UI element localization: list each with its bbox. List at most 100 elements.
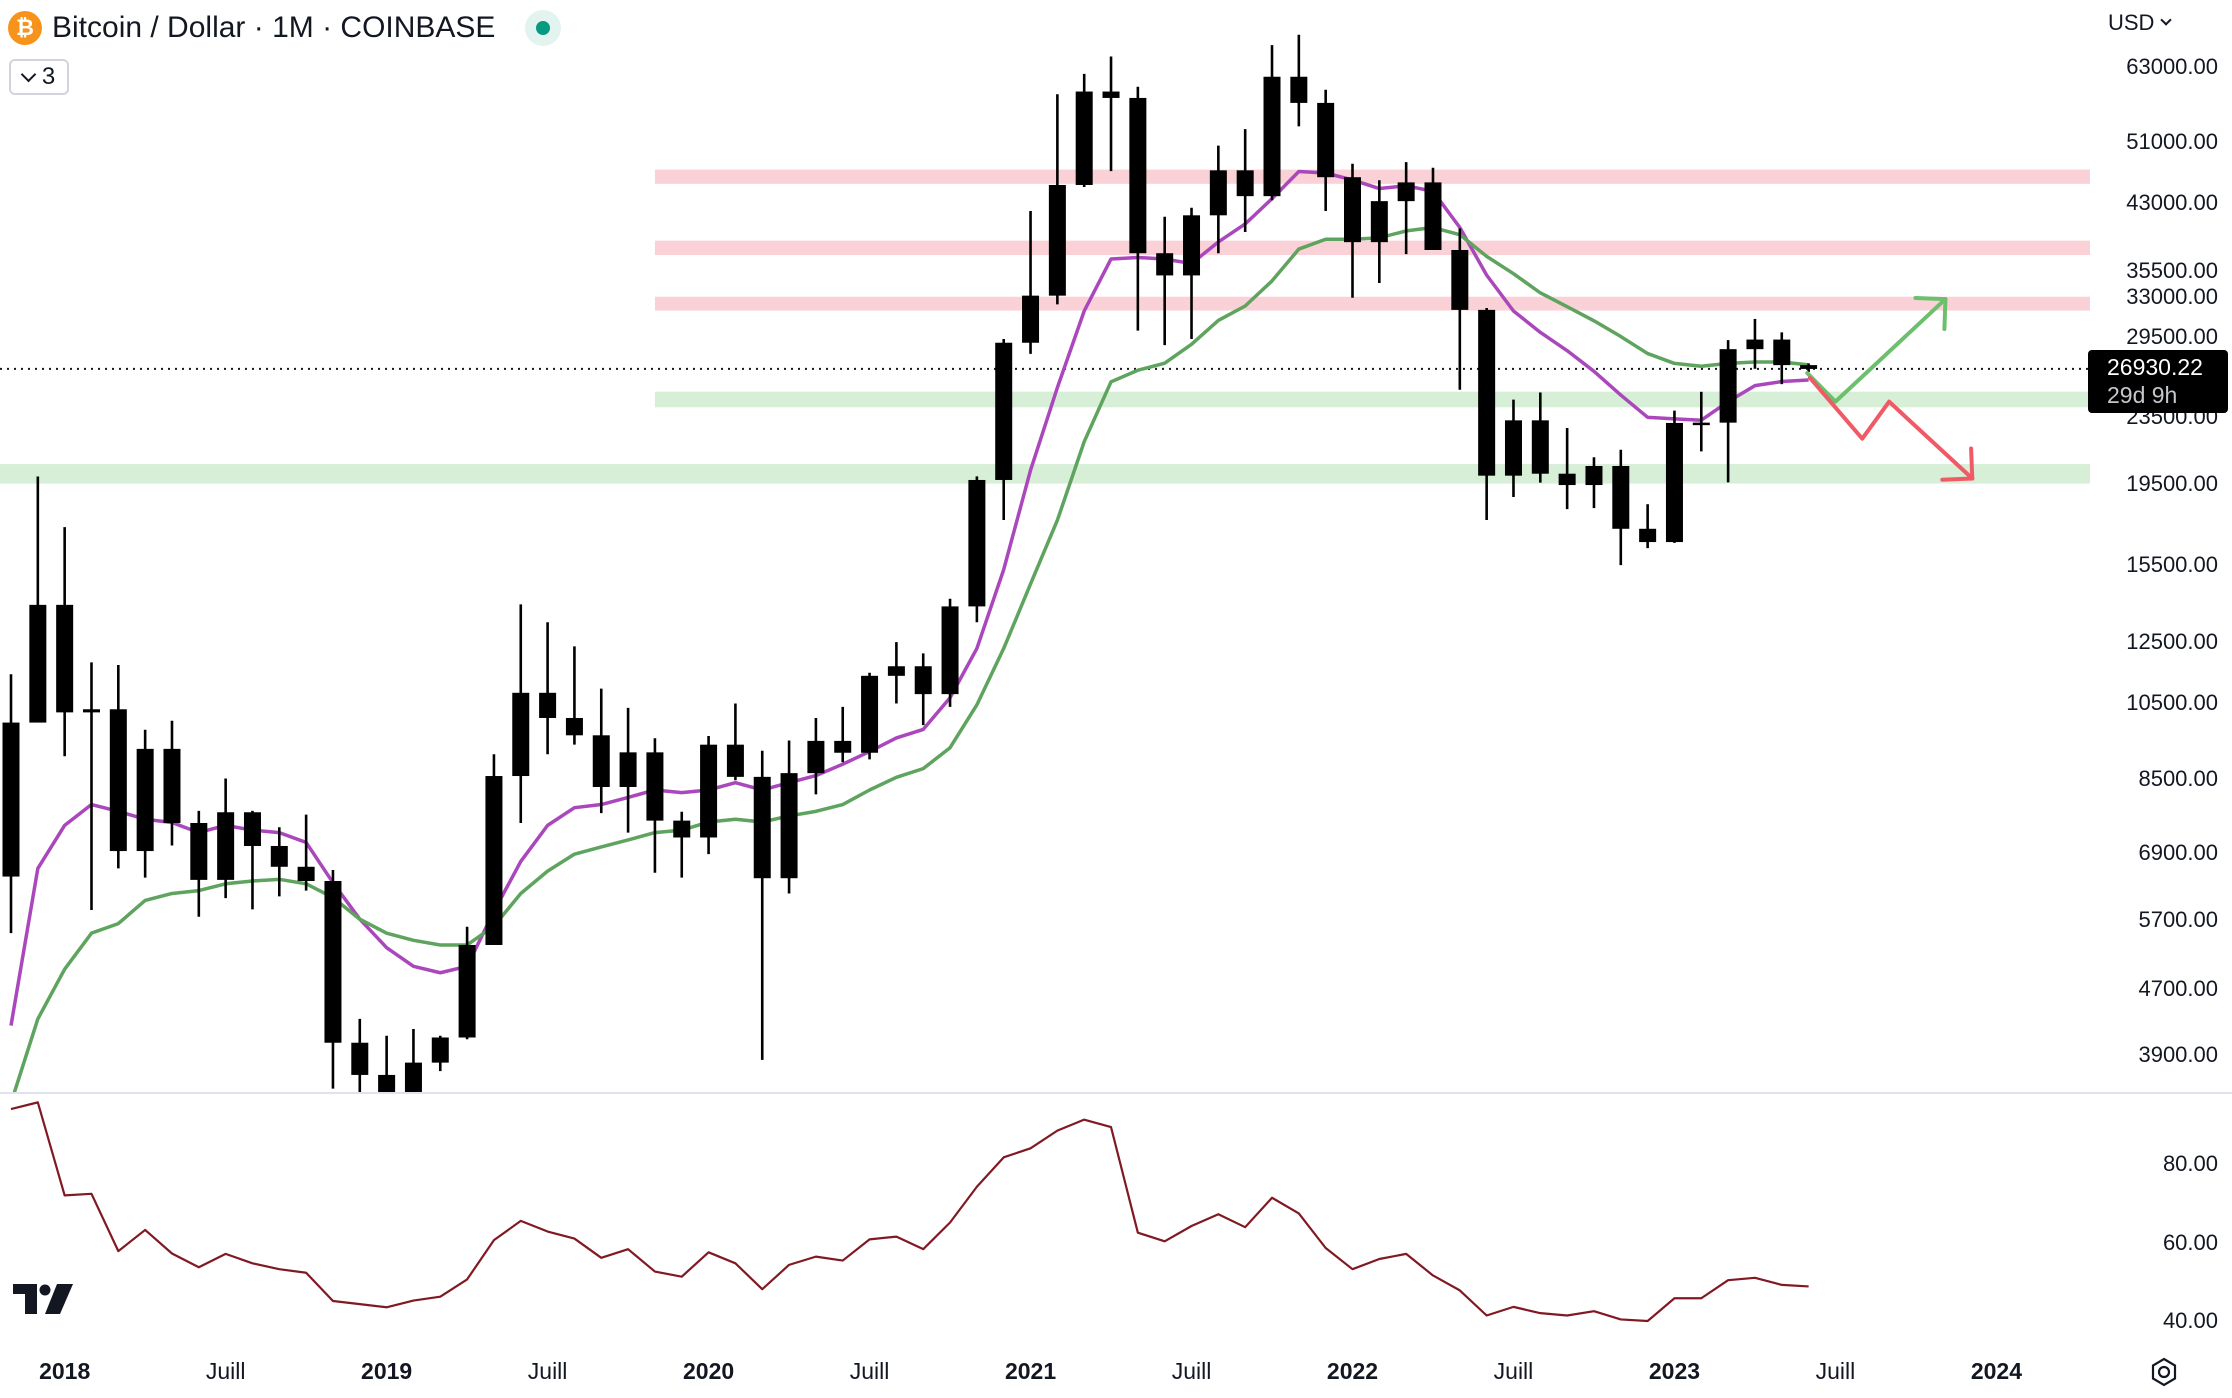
candle-body	[941, 606, 959, 695]
candle	[1344, 163, 1361, 298]
candle-body	[1451, 249, 1469, 310]
resistance-zone	[654, 169, 2090, 184]
rsi-axis-label: 40.00	[2162, 1308, 2218, 1333]
bull-arrowhead	[1942, 297, 1948, 332]
price-axis-label: 33000.00	[2126, 283, 2218, 309]
candle-body	[1183, 215, 1201, 276]
candle-body	[1719, 349, 1737, 423]
candle-body	[1773, 339, 1791, 366]
candle	[1236, 129, 1254, 232]
candle	[1531, 392, 1549, 483]
candle	[1746, 318, 1764, 369]
candle	[1478, 307, 1496, 521]
time-axis-label: 2023	[1648, 1358, 1701, 1384]
candle-body	[1236, 170, 1254, 197]
candle-body	[1075, 91, 1093, 185]
candle	[190, 810, 208, 917]
candle	[1102, 56, 1120, 172]
current-price-label: 26930.22 29d 9h	[2088, 350, 2228, 413]
candle-body	[780, 773, 798, 879]
support-zone	[0, 464, 2090, 484]
candle-body	[324, 880, 342, 1043]
candle	[217, 778, 235, 899]
time-axis-label: 2022	[1326, 1358, 1379, 1384]
market-open-dot-icon[interactable]	[525, 10, 562, 46]
candle-body	[1612, 465, 1630, 529]
candle	[163, 720, 181, 846]
time-axis-label: Juill	[527, 1358, 568, 1384]
bull-projection-arrow	[1805, 297, 1948, 404]
candle-body	[190, 822, 208, 880]
candle	[1558, 428, 1576, 510]
price-axis-label: 3900.00	[2138, 1042, 2218, 1068]
price-axis-label: 43000.00	[2126, 189, 2218, 215]
candle	[109, 665, 127, 869]
projection-arrows-layer	[1805, 296, 1975, 482]
candle-body	[163, 748, 181, 823]
candle-body	[1344, 177, 1361, 243]
candle-body	[619, 752, 637, 787]
candle	[1639, 504, 1657, 549]
time-axis-label: Juill	[1171, 1358, 1212, 1384]
candle-body	[378, 1074, 396, 1093]
currency-select[interactable]: USD	[2108, 10, 2173, 36]
ema-slow-line	[12, 225, 1809, 1093]
candle	[243, 810, 261, 910]
price-axis-label: 10500.00	[2126, 690, 2218, 716]
symbol-title[interactable]: Bitcoin / Dollar · 1M · COINBASE	[52, 11, 496, 44]
candle-body	[404, 1062, 422, 1093]
candle-body	[1370, 201, 1388, 243]
rsi-pane	[10, 1101, 1809, 1323]
candle-body	[29, 604, 47, 723]
candle	[378, 1035, 396, 1093]
candle-body	[1558, 473, 1576, 486]
candle	[1022, 211, 1040, 354]
candles-layer	[2, 34, 1818, 1093]
candle	[82, 662, 100, 911]
candle-body	[1129, 97, 1147, 254]
bear-arrowhead	[1940, 476, 1975, 482]
candle	[1397, 162, 1415, 255]
candle-body	[1102, 91, 1120, 98]
candle-body	[1665, 422, 1683, 543]
settings-gear-icon[interactable]	[2148, 1356, 2180, 1388]
candle-body	[673, 820, 691, 838]
time-axis-label: 2019	[361, 1358, 413, 1384]
indicators-toggle-button[interactable]: 3	[9, 59, 69, 95]
candle-body	[1290, 76, 1308, 103]
candle-body	[1263, 76, 1281, 197]
candle-body	[995, 342, 1013, 480]
candle	[619, 707, 637, 833]
bar-countdown: 29d 9h	[2107, 382, 2178, 408]
price-axis-label: 5700.00	[2138, 907, 2218, 933]
time-axis-label: Juill	[1493, 1358, 1534, 1384]
candle-body	[887, 666, 905, 676]
candle	[1424, 167, 1442, 250]
support-zone	[654, 391, 2090, 408]
candle	[485, 754, 503, 945]
candle	[646, 738, 664, 873]
symbol-header[interactable]: ₿ Bitcoin / Dollar · 1M · COINBASE	[8, 6, 562, 50]
time-axis-label: 2024	[1970, 1358, 2022, 1384]
candle-body	[136, 748, 154, 852]
candle-body	[431, 1037, 449, 1063]
time-axis-label: Juill	[849, 1358, 890, 1384]
chevron-down-icon	[2160, 14, 2173, 26]
candle	[1504, 399, 1522, 497]
candle-body	[834, 740, 852, 753]
candle-body	[243, 812, 261, 846]
candle	[1183, 207, 1201, 339]
candle	[1585, 457, 1603, 509]
candle	[1370, 180, 1388, 283]
candle-body	[1639, 528, 1657, 543]
candle-body	[539, 692, 557, 718]
candle-body	[565, 717, 583, 736]
candle	[512, 604, 530, 823]
tradingview-logo-icon[interactable]	[13, 1284, 73, 1314]
price-axis-label: 29500.00	[2126, 323, 2218, 349]
candle-body	[217, 812, 235, 880]
bull-arrowhead	[1913, 296, 1948, 302]
zones-layer	[0, 169, 2090, 484]
candle-body	[2, 722, 20, 877]
